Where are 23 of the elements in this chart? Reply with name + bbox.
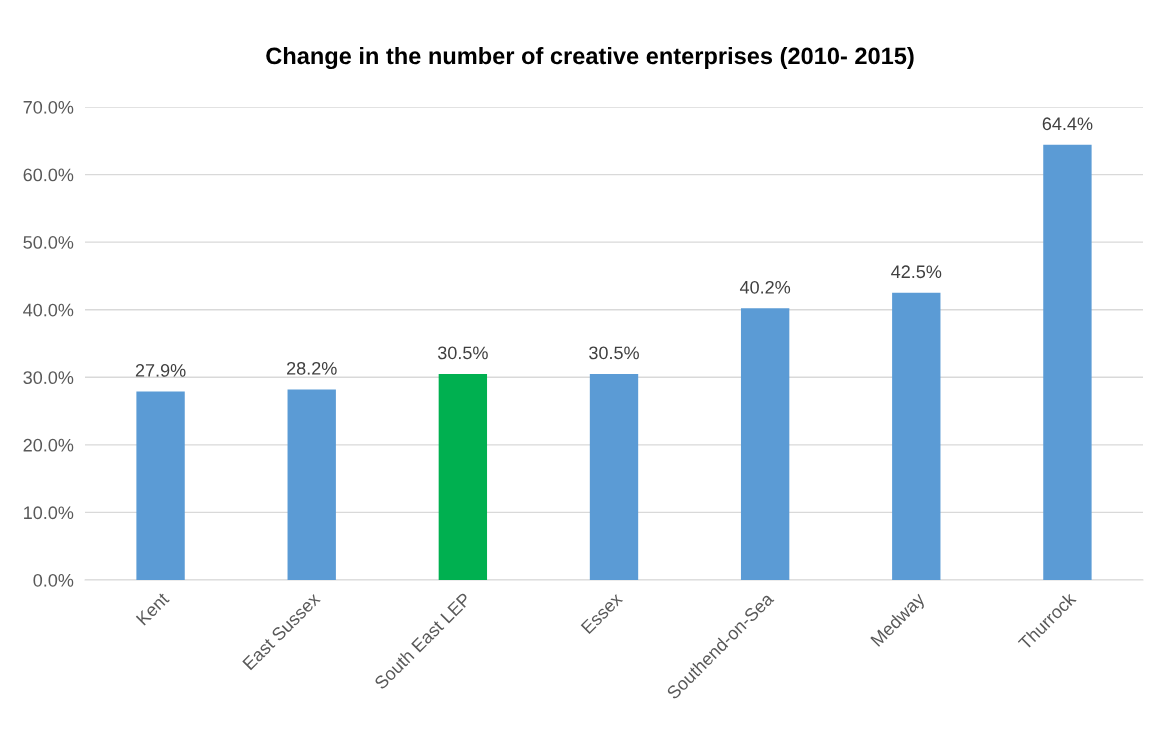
data-label: 42.5%: [891, 265, 942, 279]
y-tick-label: 70.0%: [23, 100, 74, 114]
y-tick-label: 40.0%: [23, 303, 74, 317]
bar: [589, 373, 639, 580]
bar: [438, 373, 488, 580]
bar: [1043, 144, 1092, 580]
bar: [287, 389, 336, 580]
y-tick-label: 60.0%: [23, 168, 74, 182]
chart-title: Change in the number of creative enterprises (2010- 2015): [266, 46, 914, 70]
y-tick-label: 30.0%: [23, 371, 74, 385]
data-label: 30.5%: [437, 346, 488, 360]
y-tick-label: 20.0%: [23, 438, 74, 452]
y-tick-label: 0.0%: [33, 573, 74, 587]
data-label: 28.2%: [287, 361, 337, 375]
y-tick-label: 10.0%: [24, 506, 74, 520]
data-label: 30.5%: [589, 346, 639, 360]
data-label: 40.2%: [739, 280, 791, 294]
data-label: 27.9%: [135, 364, 186, 377]
y-tick-label: 50.0%: [23, 236, 74, 249]
data-label: 64.4%: [1042, 117, 1093, 131]
bar: [740, 308, 790, 580]
bar: [136, 391, 185, 580]
bar: [892, 292, 941, 580]
